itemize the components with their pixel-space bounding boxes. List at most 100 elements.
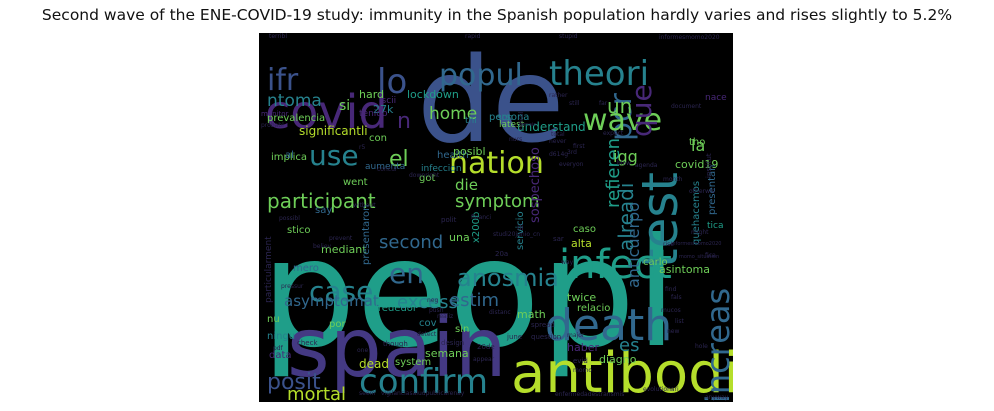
word-servicio-63: servicio [515, 211, 526, 250]
word-design-142: design [441, 339, 464, 347]
word-hole-160: hole [695, 343, 708, 350]
word-studi20junio-cn-133: studi20junio_cn [493, 231, 540, 238]
word-alta-60: alta [571, 237, 592, 250]
word-first-109: first [573, 143, 585, 150]
word-sospechoso-62: sospechoso [528, 147, 543, 223]
word-tho-90: tho [689, 137, 705, 148]
word-cov-84: cov [419, 318, 437, 329]
word-ifr-17: ifr [267, 63, 299, 98]
word-quehacemos-56: quehacemos [691, 181, 702, 245]
word-far-107: far [599, 100, 608, 107]
word-symptom-30: symptom [455, 191, 540, 212]
word-remain-120: remain [519, 122, 537, 128]
word-posibl-93: posibl [453, 145, 486, 158]
word-went-72: went [343, 177, 368, 188]
word-mortal-26: mortal [287, 384, 346, 402]
word-monitor-99: monitor [261, 110, 289, 118]
word-presentan-55: presentan [707, 165, 718, 215]
word-pdf-138: pdf [273, 345, 284, 352]
word-d614g-113: d614g [549, 151, 568, 158]
word-detect-169: detect [417, 331, 437, 338]
word-question-145: question [531, 333, 561, 341]
word-enfermedadestransmis-152: enfermedadestransmis [555, 391, 624, 398]
word-excess-28: excess [397, 292, 458, 313]
word-momo-149: momo [573, 367, 592, 374]
word-june-144: june [506, 333, 522, 341]
word-realiz-165: realiz [437, 313, 453, 320]
word-understand-41: understand [517, 120, 586, 134]
word-month-122: month [663, 176, 683, 183]
word-probabl-100: probabl [261, 122, 284, 129]
word-una-65: una [449, 231, 470, 244]
word-home-32: home [429, 104, 477, 124]
word-nu-86: nu [267, 314, 280, 325]
word-thi-92: thi [465, 116, 477, 126]
word-theori-8: theori [549, 54, 649, 94]
word-son-95: son [497, 113, 513, 123]
word-institut-171: institut [705, 153, 713, 178]
word-20de-143: 20de [477, 343, 495, 351]
word-check-139: check [297, 339, 318, 347]
word-might-124: might [691, 229, 709, 236]
word-infect-7: infect [559, 242, 672, 288]
word-financi-132: financi [471, 214, 491, 221]
word-un-38: un [607, 94, 632, 118]
word-twice-76: twice [567, 291, 596, 304]
word-ridicul-119: ridicul [518, 111, 525, 130]
word-anosmia-21: anosmia [457, 264, 559, 292]
word-significantli-47: significantli [299, 124, 368, 138]
word-mucos-159: mucos [661, 307, 681, 314]
word-distanc-166: distanc [489, 309, 511, 316]
word-relacio-75: relacio [577, 303, 610, 314]
word-peopl-0: peopl [261, 207, 677, 381]
word-die-31: die [455, 176, 478, 194]
word-though-141: though [383, 340, 408, 348]
word-test-4: test [631, 172, 689, 268]
word-believ-135: believ [313, 243, 332, 250]
word-latest-91: latest [499, 120, 525, 130]
word-major-147: major [567, 332, 585, 339]
word-nation-11: nation [449, 146, 544, 181]
word-caso-61: caso [573, 224, 596, 235]
word-iscii-97: iscii [379, 96, 396, 106]
word-particularment-89: particularment [264, 236, 274, 303]
word-rather-104: rather [549, 92, 568, 99]
word-evid-148: evid [573, 357, 588, 365]
word-covid-6: covid [265, 85, 388, 139]
word-mero-67: mero [293, 263, 319, 274]
word-got-71: got [419, 173, 435, 184]
word-alrededor-85: alrededor [369, 303, 418, 314]
word-prevalencia-48: prevalencia [267, 113, 325, 124]
word-possibl-136: possibl [279, 215, 300, 222]
word-tenido-98: tenido [359, 109, 388, 119]
word-con-50: con [369, 133, 387, 144]
word-fica-172: fica [705, 252, 716, 259]
word-appear-168: appear [473, 356, 495, 363]
word-second-27: second [379, 232, 443, 253]
word-covid19-54: covid19 [675, 158, 718, 171]
word-r5-114: r5 [359, 144, 365, 151]
word-never-116: never [549, 138, 567, 145]
word-ntoma-25: ntoma [267, 91, 322, 111]
wordcloud-plot: peopl de spain antibodi test death covid infect… [259, 33, 733, 402]
word-stupid-103: stupid [559, 33, 578, 40]
word-rise-125: rise [663, 241, 674, 248]
word-estim-29: estim [449, 290, 499, 311]
word-refieren-34: refieren [603, 138, 624, 208]
word-one-140: one [357, 347, 368, 354]
word-popul-12: popul [439, 58, 523, 93]
word-haber-78: haber [567, 341, 599, 354]
word-mediant-66: mediant [321, 243, 367, 256]
chart-title: Second wave of the ENE-COVID-19 study: i… [41, 6, 953, 24]
word-document-108: document [671, 103, 702, 110]
word-lo-13: lo [377, 62, 407, 102]
word-tica-57: tica [707, 221, 724, 231]
word-iii-163: iii [517, 223, 524, 232]
word-dead-80: dead [359, 357, 389, 371]
word-alreadi-33: alreadi [614, 183, 638, 251]
word-death-5: death [545, 300, 672, 351]
word-way-161: way [561, 259, 574, 266]
word-en-20: en [389, 257, 424, 290]
word-implica-49: implica [271, 152, 307, 163]
word-new-155: new [667, 328, 679, 335]
